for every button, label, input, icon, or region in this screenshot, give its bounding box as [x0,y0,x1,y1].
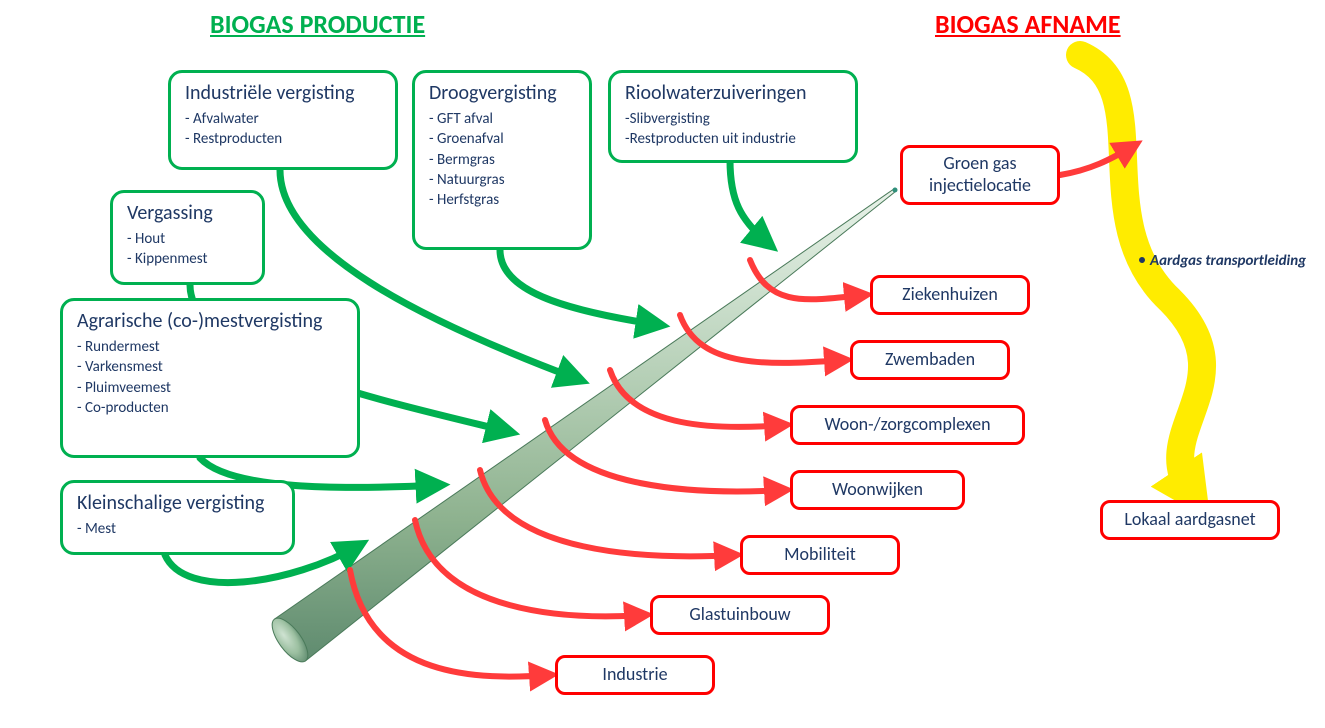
green-box-items: - Afvalwater- Restproducten [185,109,381,150]
green-box-item: -Restproducten uit industrie [625,129,841,149]
green-box-agrarische: Agrarische (co-)mestvergisting - Runderme… [60,298,360,458]
red-box-label: Industrie [602,664,667,686]
green-box-item: - Afvalwater [185,109,381,129]
green-box-title: Rioolwaterzuiveringen [625,81,841,105]
title-biogas-afname: BIOGAS AFNAME [935,8,1121,40]
pipe-label-dot [1139,257,1145,263]
green-box-droogvergisting: Droogvergisting- GFT afval- Groenafval- … [412,70,592,250]
green-box-item: - Herfstgras [429,190,575,210]
red-box-ziekenhuizen: Ziekenhuizen [870,275,1030,315]
green-box-item: - GFT afval [429,109,575,129]
green-box-title: Agrarische (co-)mestvergisting [77,309,343,333]
green-box-vergassing: Vergassing - Hout- Kippenmest [110,190,265,285]
red-box-groengas: Groen gas injectielocatie [900,145,1060,205]
diagram-stage: BIOGAS PRODUCTIE BIOGAS AFNAME Industrië… [0,0,1325,728]
red-box-mobiliteit: Mobiliteit [740,535,900,575]
green-box-item: - Rundermest [77,337,343,357]
red-box-label: Lokaal aardgasnet [1124,509,1255,531]
green-box-item: -Slibvergisting [625,109,841,129]
pipe-label: Aardgas transportleiding [1150,252,1306,270]
red-box-woonwijken: Woonwijken [790,470,965,510]
red-box-label: Groen gas injectielocatie [929,153,1031,196]
red-box-label: Woonwijken [832,479,923,501]
green-box-item: - Kippenmest [127,249,248,269]
title-biogas-productie: BIOGAS PRODUCTIE [210,8,425,40]
green-box-item: - Hout [127,229,248,249]
green-box-items: - Rundermest- Varkensmest- Pluimveemest-… [77,337,343,418]
red-box-label: Zwembaden [885,349,975,371]
red-box-woonzorg: Woon-/zorgcomplexen [790,405,1025,445]
green-box-item: - Restproducten [185,129,381,149]
green-arrow-rioolwater [730,160,770,245]
green-box-title: Vergassing [127,201,248,225]
red-box-label: Glastuinbouw [689,604,790,626]
green-box-item: - Mest [77,519,278,539]
green-box-item: - Pluimveemest [77,378,343,398]
yellow-pipeline [1080,55,1202,490]
green-box-items: -Slibvergisting-Restproducten uit indust… [625,109,841,150]
red-box-glastuinbouw: Glastuinbouw [650,595,830,635]
green-box-items: - Mest [77,519,278,539]
green-box-title: Kleinschalige vergisting [77,491,278,515]
red-box-label: Mobiliteit [784,544,856,566]
green-box-title: Industriële vergisting [185,81,381,105]
red-box-label: Woon-/zorgcomplexen [824,414,990,436]
green-box-title: Droogvergisting [429,81,575,105]
red-box-industrie: Industrie [555,655,715,695]
green-box-item: - Co-producten [77,398,343,418]
green-box-item: - Bermgras [429,150,575,170]
green-box-item: - Varkensmest [77,357,343,377]
red-box-label: Ziekenhuizen [902,284,998,306]
green-box-items: - Hout- Kippenmest [127,229,248,270]
green-box-rioolwater: Rioolwaterzuiveringen -Slibvergisting-Res… [608,70,858,163]
green-box-item: - Groenafval [429,129,575,149]
green-box-industriele: Industriële vergisting - Afvalwater- Rest… [168,70,398,170]
green-arrow-droogvergisting [500,250,660,325]
red-box-zwembaden: Zwembaden [850,340,1010,380]
red-box-lokaalnet: Lokaal aardgasnet [1100,500,1280,540]
green-box-item: - Natuurgras [429,170,575,190]
green-box-kleinschalige: Kleinschalige vergisting - Mest [60,480,295,555]
green-box-items: - GFT afval- Groenafval- Bermgras- Natuu… [429,109,575,210]
